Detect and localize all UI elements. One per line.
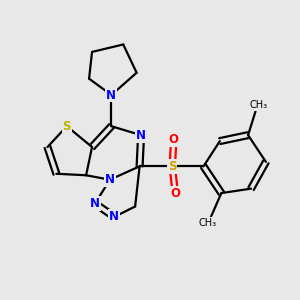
- Text: N: N: [105, 173, 115, 186]
- Text: O: O: [169, 133, 179, 146]
- Text: N: N: [90, 197, 100, 210]
- Text: CH₃: CH₃: [249, 100, 268, 110]
- Text: N: N: [109, 210, 119, 224]
- Text: S: S: [62, 120, 71, 133]
- Text: CH₃: CH₃: [199, 218, 217, 228]
- Text: N: N: [136, 129, 146, 142]
- Text: N: N: [106, 88, 116, 101]
- Text: O: O: [170, 187, 180, 200]
- Text: S: S: [168, 160, 176, 173]
